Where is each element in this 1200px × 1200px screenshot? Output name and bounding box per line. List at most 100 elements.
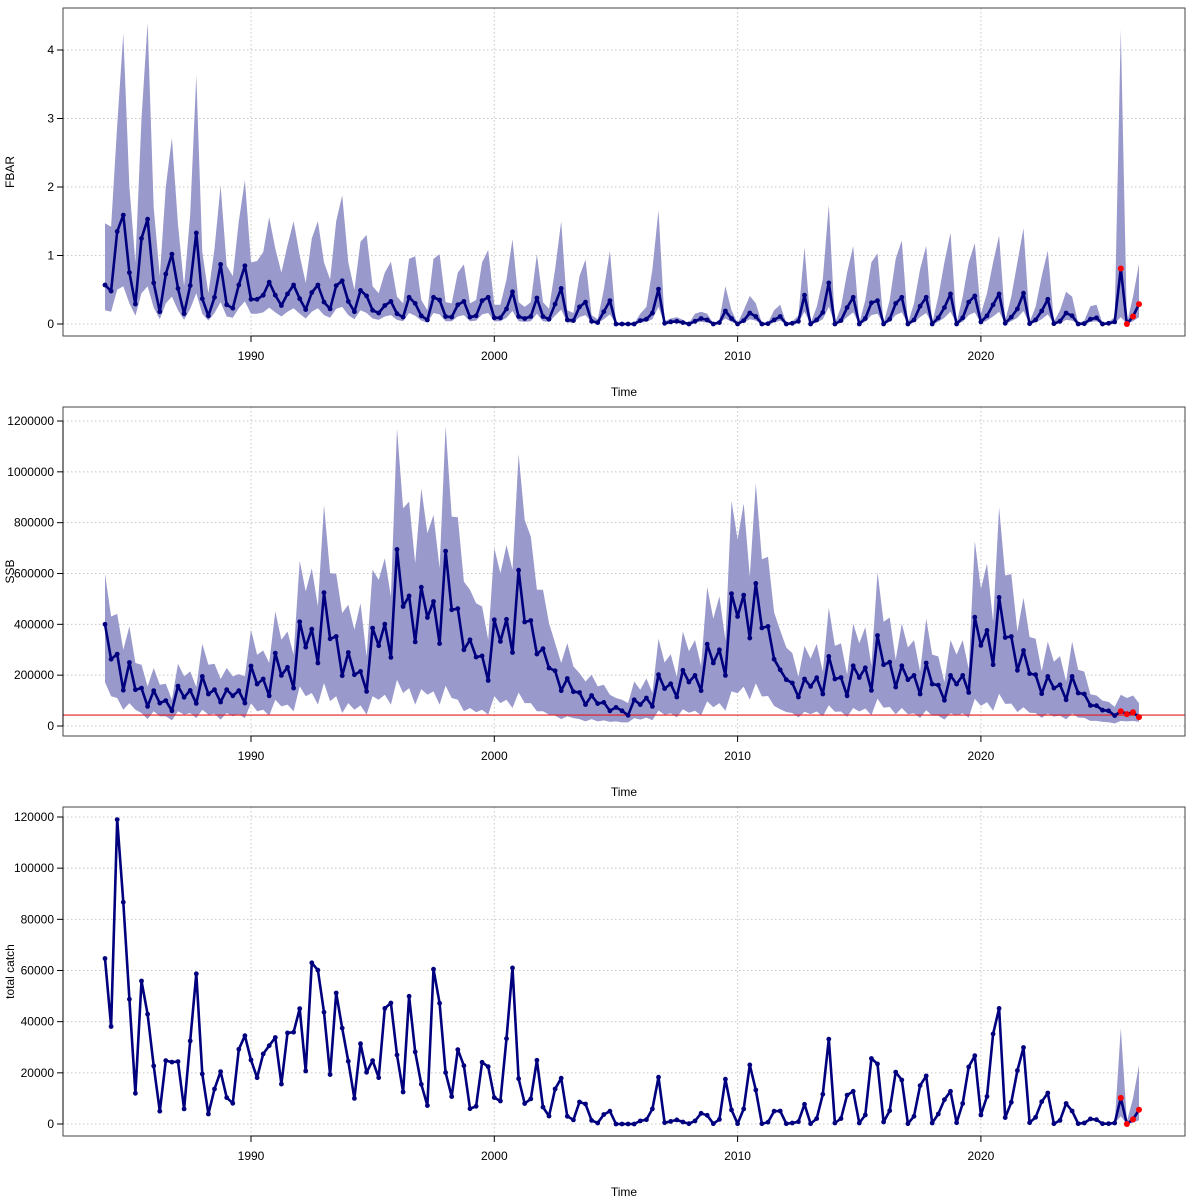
data-point: [376, 310, 382, 316]
data-point: [571, 689, 576, 695]
data-point: [333, 283, 339, 288]
data-point: [905, 321, 911, 327]
data-point: [333, 634, 339, 639]
y-tick-label: 40000: [21, 1015, 55, 1029]
data-point: [747, 1062, 753, 1068]
data-point: [443, 1070, 448, 1075]
data-point: [1045, 296, 1051, 302]
data-point: [777, 1108, 783, 1114]
data-point: [425, 1103, 430, 1108]
data-point: [242, 1033, 248, 1039]
data-point: [850, 663, 856, 669]
data-point: [297, 1006, 303, 1011]
data-point: [899, 1077, 905, 1083]
data-point: [254, 296, 260, 302]
data-point: [631, 1121, 637, 1127]
data-point: [1021, 648, 1026, 653]
data-point: [1008, 1099, 1014, 1105]
data-point: [224, 302, 230, 308]
data-point: [589, 693, 594, 698]
data-point: [692, 1118, 698, 1124]
data-point: [528, 1096, 534, 1102]
data-point: [406, 593, 412, 599]
data-point: [595, 701, 601, 706]
data-point: [1045, 1090, 1051, 1096]
data-point: [175, 683, 181, 689]
data-point: [485, 678, 491, 683]
data-point: [802, 292, 807, 298]
data-point: [680, 320, 686, 325]
data-point: [522, 1101, 528, 1106]
data-point: [528, 314, 534, 319]
data-point: [1057, 318, 1063, 324]
projection-point: [1123, 321, 1130, 327]
data-point: [1081, 691, 1087, 697]
x-tick-label: 2010: [724, 349, 751, 363]
data-point: [157, 700, 163, 706]
data-point: [583, 702, 588, 707]
data-point: [862, 316, 868, 321]
data-point: [218, 262, 224, 267]
data-point: [236, 282, 242, 288]
data-point: [832, 676, 838, 682]
data-point: [589, 1118, 594, 1123]
data-point: [747, 635, 753, 641]
data-point: [783, 677, 789, 683]
data-point: [996, 1006, 1002, 1011]
data-point: [491, 617, 497, 623]
data-point: [175, 1059, 181, 1064]
data-point: [352, 1096, 357, 1101]
data-point: [972, 614, 978, 620]
data-point: [710, 660, 716, 666]
x-tick-label: 1990: [238, 349, 265, 363]
data-point: [126, 660, 132, 665]
data-point: [206, 313, 211, 319]
data-point: [498, 639, 503, 644]
data-point: [431, 294, 436, 300]
data-point: [224, 1095, 230, 1100]
data-point: [1075, 321, 1081, 327]
data-point: [327, 306, 333, 312]
data-point: [272, 292, 278, 298]
data-point: [199, 674, 205, 679]
data-point: [875, 633, 880, 638]
data-point: [1075, 1121, 1081, 1127]
data-point: [1100, 707, 1105, 713]
data-point: [260, 292, 266, 298]
data-point: [838, 318, 844, 323]
data-point: [814, 1116, 820, 1121]
data-point: [607, 298, 613, 304]
data-point: [473, 654, 479, 660]
data-point: [151, 1063, 157, 1069]
data-point: [808, 1121, 813, 1127]
data-point: [382, 621, 388, 627]
data-point: [394, 311, 400, 317]
data-point: [972, 1053, 978, 1059]
projection-point: [1136, 714, 1142, 721]
data-point: [193, 971, 199, 977]
data-point: [704, 317, 710, 323]
data-point: [893, 301, 899, 306]
data-point: [735, 614, 740, 619]
data-point: [960, 1101, 966, 1106]
data-point: [1027, 321, 1032, 327]
data-point: [625, 321, 631, 327]
data-point: [771, 1108, 777, 1114]
data-point: [1021, 290, 1026, 296]
data-point: [978, 643, 984, 648]
x-tick-label: 2000: [481, 1149, 508, 1163]
data-point: [516, 314, 521, 319]
y-tick-label: 4: [47, 43, 54, 57]
data-point: [783, 321, 789, 327]
data-point: [729, 316, 734, 321]
data-point: [741, 592, 747, 598]
data-point: [1094, 703, 1099, 709]
data-point: [1063, 697, 1069, 703]
data-point: [412, 301, 418, 306]
data-point: [929, 681, 935, 687]
data-point: [789, 320, 795, 326]
data-point: [254, 1075, 260, 1081]
data-point: [808, 684, 813, 689]
data-point: [102, 621, 108, 627]
data-point: [151, 280, 157, 286]
